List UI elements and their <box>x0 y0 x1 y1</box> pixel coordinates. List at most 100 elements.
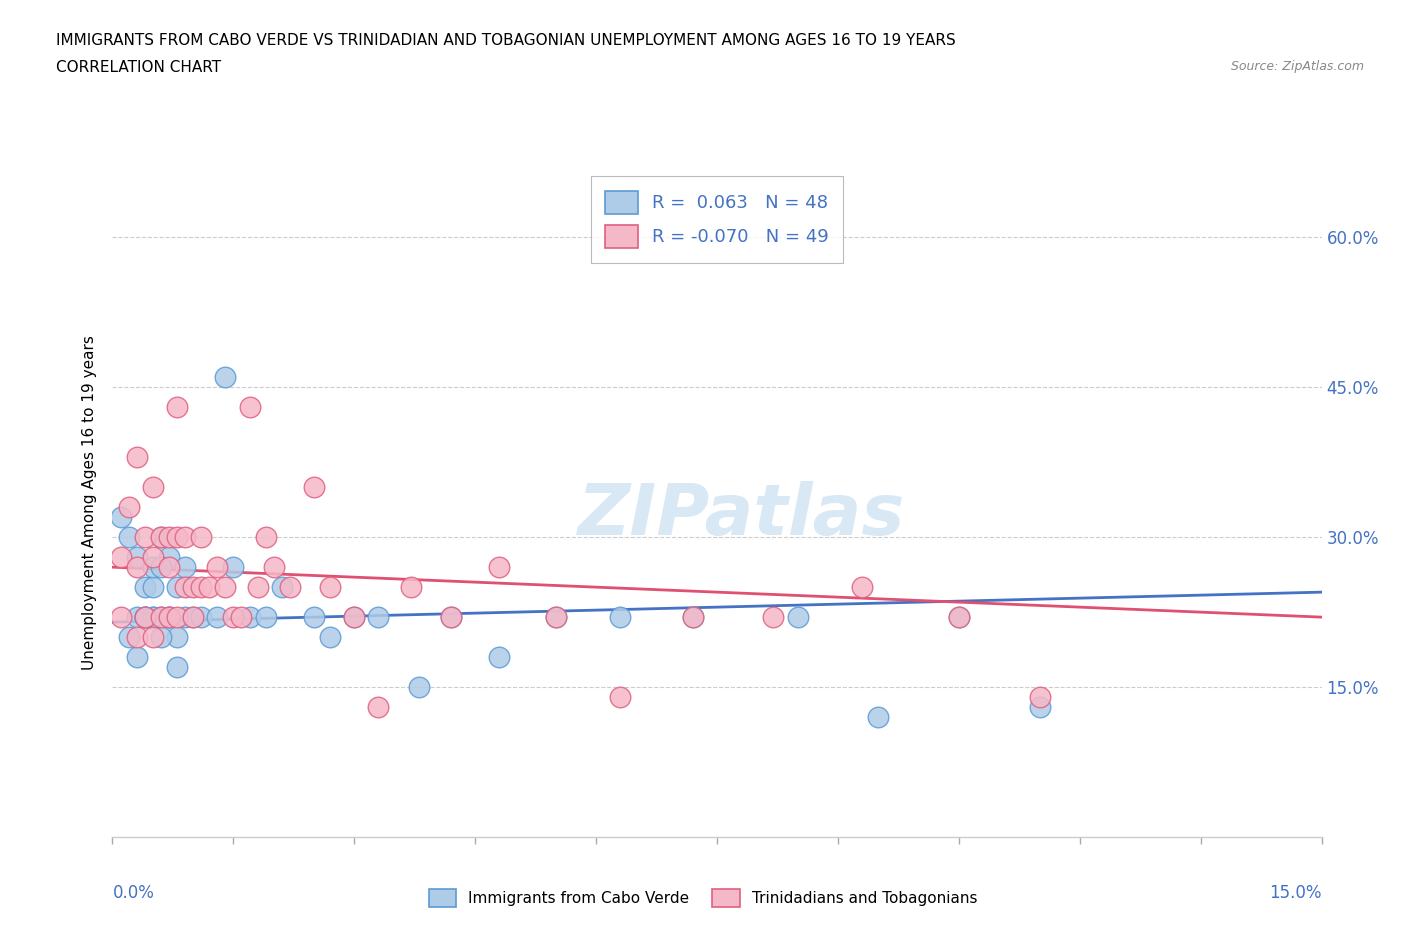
Point <box>134 530 156 545</box>
Point <box>174 579 197 594</box>
Point <box>125 650 148 665</box>
Point <box>544 610 567 625</box>
Point <box>343 610 366 625</box>
Point <box>134 610 156 625</box>
Point <box>231 610 253 625</box>
Point <box>270 579 292 594</box>
Point <box>222 560 245 575</box>
Point <box>190 610 212 625</box>
Point <box>948 610 970 625</box>
Point <box>125 610 148 625</box>
Point <box>278 579 301 594</box>
Point <box>142 579 165 594</box>
Point <box>319 579 342 594</box>
Point <box>117 630 139 644</box>
Point <box>786 610 808 625</box>
Point <box>157 530 180 545</box>
Point <box>1028 690 1050 705</box>
Point <box>263 560 285 575</box>
Point <box>110 510 132 525</box>
Point <box>134 610 156 625</box>
Point <box>142 630 165 644</box>
Point <box>343 610 366 625</box>
Point <box>488 650 510 665</box>
Point <box>190 579 212 594</box>
Legend: R =  0.063   N = 48, R = -0.070   N = 49: R = 0.063 N = 48, R = -0.070 N = 49 <box>591 177 844 262</box>
Point <box>174 610 197 625</box>
Point <box>149 610 172 625</box>
Text: IMMIGRANTS FROM CABO VERDE VS TRINIDADIAN AND TOBAGONIAN UNEMPLOYMENT AMONG AGES: IMMIGRANTS FROM CABO VERDE VS TRINIDADIA… <box>56 33 956 47</box>
Point <box>134 610 156 625</box>
Point <box>868 710 890 724</box>
Point <box>157 560 180 575</box>
Point <box>181 610 204 625</box>
Point <box>207 560 229 575</box>
Point <box>238 610 260 625</box>
Point <box>544 610 567 625</box>
Point <box>149 530 172 545</box>
Point <box>142 550 165 565</box>
Point <box>134 579 156 594</box>
Point <box>149 610 172 625</box>
Point <box>190 530 212 545</box>
Point <box>302 610 325 625</box>
Text: ZIPatlas: ZIPatlas <box>578 481 905 550</box>
Point <box>319 630 342 644</box>
Point <box>157 550 180 565</box>
Point <box>440 610 463 625</box>
Point <box>207 610 229 625</box>
Point <box>181 610 204 625</box>
Point <box>254 530 277 545</box>
Point <box>609 690 631 705</box>
Point <box>181 579 204 594</box>
Point <box>254 610 277 625</box>
Point <box>440 610 463 625</box>
Point <box>174 530 197 545</box>
Point <box>367 699 389 714</box>
Point <box>367 610 389 625</box>
Point <box>851 579 873 594</box>
Point <box>125 450 148 465</box>
Point <box>682 610 704 625</box>
Point <box>142 610 165 625</box>
Point <box>157 610 180 625</box>
Point <box>762 610 785 625</box>
Point <box>117 499 139 514</box>
Point <box>125 550 148 565</box>
Point <box>157 610 180 625</box>
Point <box>399 579 422 594</box>
Point <box>110 610 132 625</box>
Point <box>488 560 510 575</box>
Point <box>198 579 221 594</box>
Point <box>166 579 188 594</box>
Point <box>174 560 197 575</box>
Point <box>408 680 430 695</box>
Point <box>142 480 165 495</box>
Point <box>682 610 704 625</box>
Point <box>157 610 180 625</box>
Y-axis label: Unemployment Among Ages 16 to 19 years: Unemployment Among Ages 16 to 19 years <box>82 335 97 670</box>
Point <box>246 579 269 594</box>
Point <box>149 560 172 575</box>
Text: 15.0%: 15.0% <box>1270 884 1322 902</box>
Point <box>302 480 325 495</box>
Point <box>125 560 148 575</box>
Point <box>142 610 165 625</box>
Point <box>222 610 245 625</box>
Legend: Immigrants from Cabo Verde, Trinidadians and Tobagonians: Immigrants from Cabo Verde, Trinidadians… <box>422 884 984 913</box>
Point <box>166 610 188 625</box>
Text: Source: ZipAtlas.com: Source: ZipAtlas.com <box>1230 60 1364 73</box>
Text: 0.0%: 0.0% <box>112 884 155 902</box>
Point <box>166 630 188 644</box>
Point <box>110 550 132 565</box>
Point <box>117 530 139 545</box>
Point <box>166 400 188 415</box>
Point <box>214 579 236 594</box>
Point <box>948 610 970 625</box>
Point <box>125 630 148 644</box>
Text: CORRELATION CHART: CORRELATION CHART <box>56 60 221 75</box>
Point <box>149 530 172 545</box>
Point <box>142 560 165 575</box>
Point <box>149 630 172 644</box>
Point <box>166 530 188 545</box>
